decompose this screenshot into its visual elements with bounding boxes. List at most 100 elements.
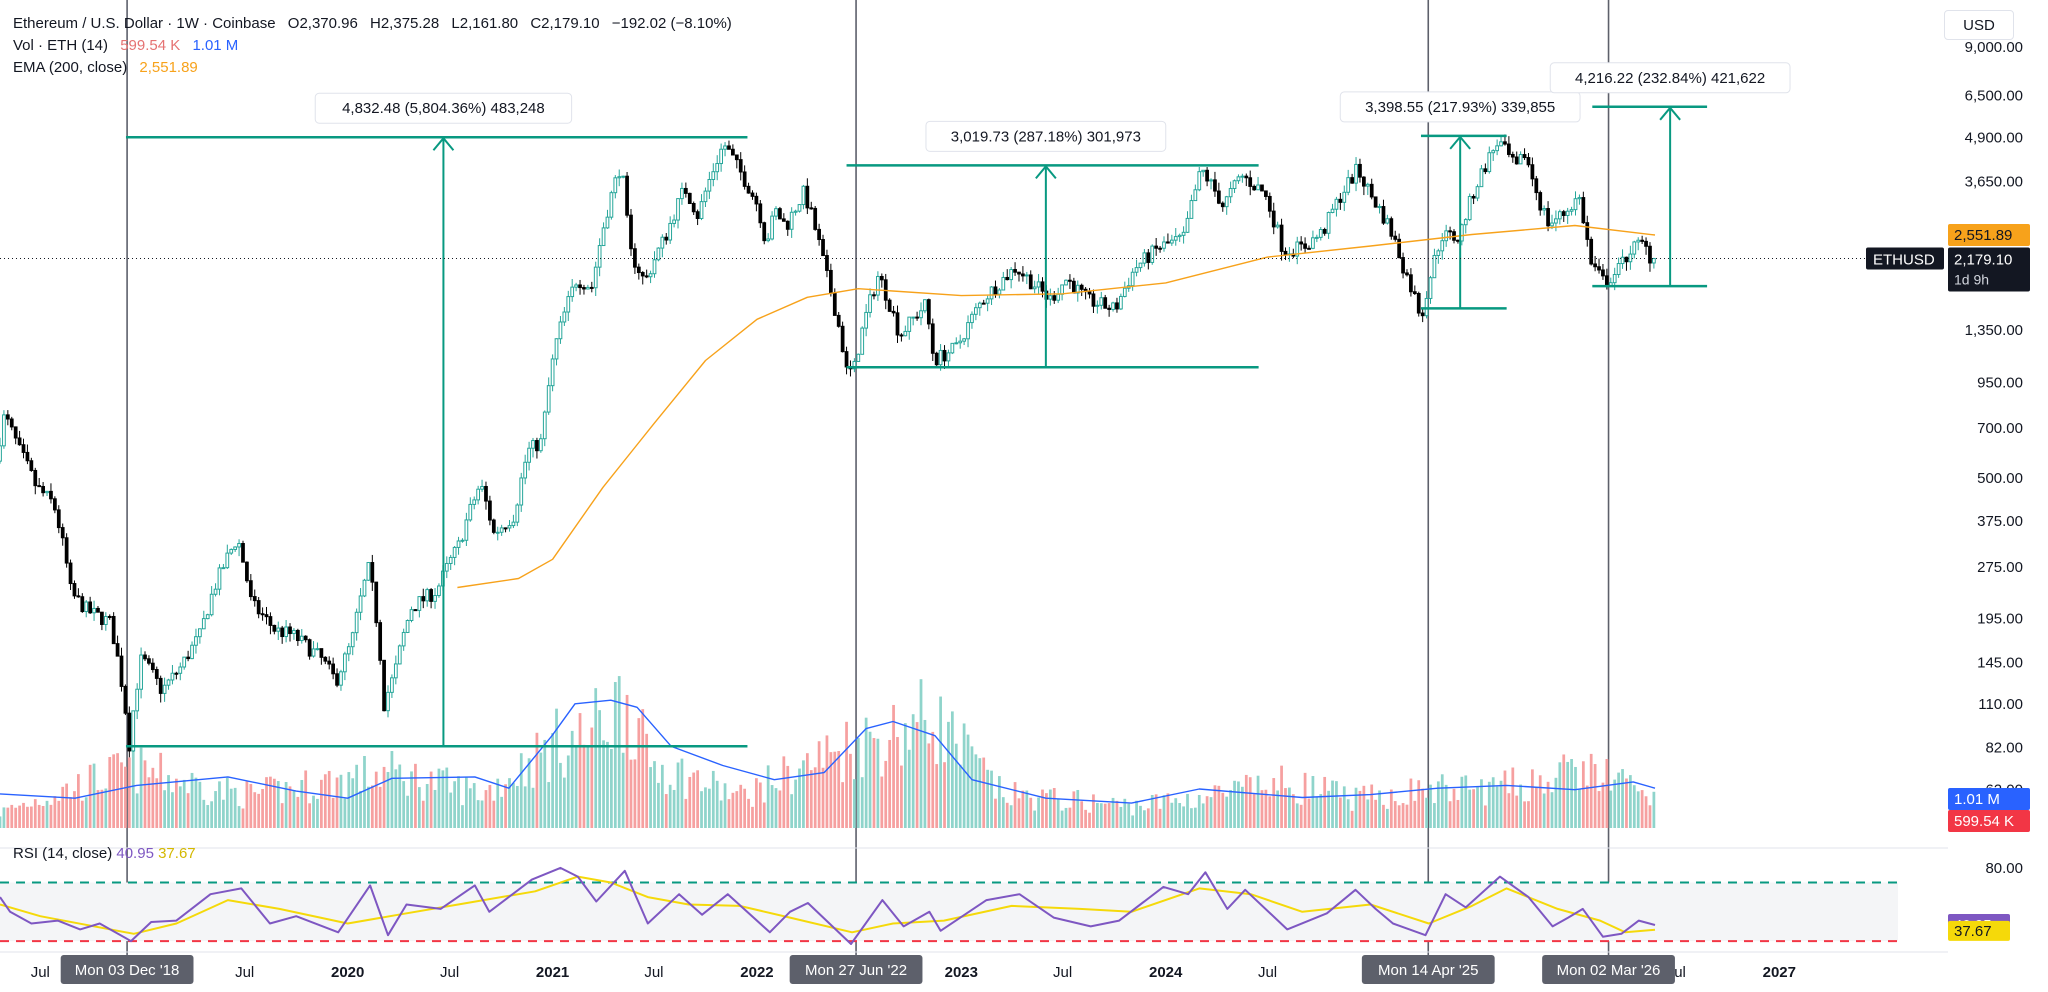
candle-body [981, 302, 986, 305]
candle-body [868, 294, 872, 313]
candle-body [1173, 236, 1178, 241]
volume-bar [96, 790, 100, 828]
volume-bar [896, 737, 899, 828]
candle-body [1636, 239, 1641, 243]
candle-body [699, 201, 704, 219]
volume-bar [1393, 801, 1397, 828]
volume-bar [1048, 789, 1052, 828]
candle-body [805, 185, 810, 209]
price-axis[interactable]: 9,000.00 6,500.00 4,900.00 3,650.00 1,350.00… [1965, 39, 2023, 798]
candle-body [989, 286, 994, 300]
candle-body [362, 579, 367, 597]
volume-tag: 599.54 K [1954, 813, 2014, 830]
measure-label-box [1339, 91, 1581, 123]
candle-body [174, 672, 179, 675]
volume-bar [370, 785, 374, 828]
measure-arrowhead [1449, 135, 1471, 150]
candle-body [1307, 247, 1311, 250]
volume-bar [762, 802, 766, 828]
volume-bar [1288, 787, 1291, 828]
measure-label-box [1549, 62, 1791, 94]
candle-body [1393, 235, 1398, 240]
candle-body [1228, 188, 1233, 198]
candle-body [444, 562, 449, 572]
candle-body [1193, 189, 1198, 202]
candle-body [1369, 183, 1374, 198]
volume-bar [613, 682, 617, 828]
candle-body [311, 648, 316, 657]
candle-body [1091, 293, 1096, 307]
currency-button[interactable]: USD [1944, 10, 2014, 40]
candle-body [578, 284, 582, 289]
volume-bar [261, 788, 264, 828]
volume-bar [751, 806, 754, 828]
volume-bar [790, 794, 794, 828]
candle-body [656, 247, 661, 261]
volume-bar [707, 788, 711, 828]
volume-bars [0, 676, 1656, 828]
candle-body [1162, 241, 1166, 249]
candlesticks[interactable] [0, 134, 1656, 758]
volume-bar [543, 739, 547, 828]
measure-tools[interactable]: 4,832.48 (5,804.36%) 483,248 3,019.73 (28… [125, 62, 1791, 748]
volume-bar [1115, 800, 1119, 828]
candle-body [1522, 154, 1527, 159]
candle-body [746, 185, 751, 194]
candle-body [813, 207, 818, 230]
candle-body [80, 596, 85, 613]
volume-bar [1570, 759, 1573, 828]
volume-bar [288, 786, 292, 828]
candle-body [1071, 280, 1076, 294]
volume-bar [813, 767, 817, 828]
volume-bar [45, 800, 49, 828]
ohlc-close: C2,179.10 [530, 15, 600, 32]
volume-bar [1609, 790, 1613, 828]
ema200-line [457, 224, 1656, 589]
volume-bar [1515, 795, 1519, 828]
price-tick-label: 700.00 [1977, 420, 2023, 437]
volume-bar [1652, 791, 1656, 828]
time-axis[interactable]: Jul Jul 2020 Jul 2021 Jul 2022 2023 Jul 2024 Jul Ju… [0, 951, 1948, 984]
measure-label: 3,019.73 (287.18%) 301,973 [951, 128, 1141, 145]
candle-body [950, 342, 955, 354]
candle-body [727, 145, 731, 150]
volume-bar [594, 688, 598, 828]
volume-bar [1241, 786, 1244, 828]
candle-body [264, 614, 269, 618]
volume-bar [1566, 761, 1570, 828]
candle-body [605, 216, 610, 229]
candle-body [225, 552, 230, 569]
volume-bar [1025, 790, 1029, 828]
volume-bar [559, 762, 562, 828]
volume-bar [692, 772, 696, 828]
candle-body [303, 635, 308, 641]
candle-body [1013, 269, 1017, 273]
candle-body [1420, 312, 1425, 317]
candle-body [331, 663, 336, 675]
candle-body [507, 525, 512, 529]
candle-body [1616, 263, 1621, 276]
volume-bar [1260, 790, 1264, 828]
candle-body [1224, 196, 1229, 208]
candle-body [1326, 212, 1331, 234]
candle-body [346, 646, 351, 655]
axis-tags: 2,551.89 2,179.10 1d 9h ETHUSD 1.01 M 599.54 … [1866, 223, 2030, 941]
volume-bar [88, 764, 92, 828]
candle-body [1205, 169, 1209, 182]
measure-label: 4,216.22 (232.84%) 421,622 [1575, 70, 1765, 87]
volume-bar [1029, 797, 1033, 828]
candle-body [895, 312, 900, 336]
volume-bar [363, 756, 366, 828]
volume-bar [120, 762, 123, 828]
volume-bar [527, 758, 531, 828]
candle-body [60, 527, 65, 539]
volume-bar [272, 778, 276, 828]
candle-body [1503, 141, 1507, 145]
candle-body [934, 352, 939, 366]
volume-bar [476, 800, 480, 828]
candle-body [930, 323, 935, 354]
rsi-pane[interactable]: 80.00 RSI (14, close) 40.95 37.67 [0, 845, 2023, 945]
candle-body [448, 556, 453, 564]
volume-bar [182, 779, 186, 828]
